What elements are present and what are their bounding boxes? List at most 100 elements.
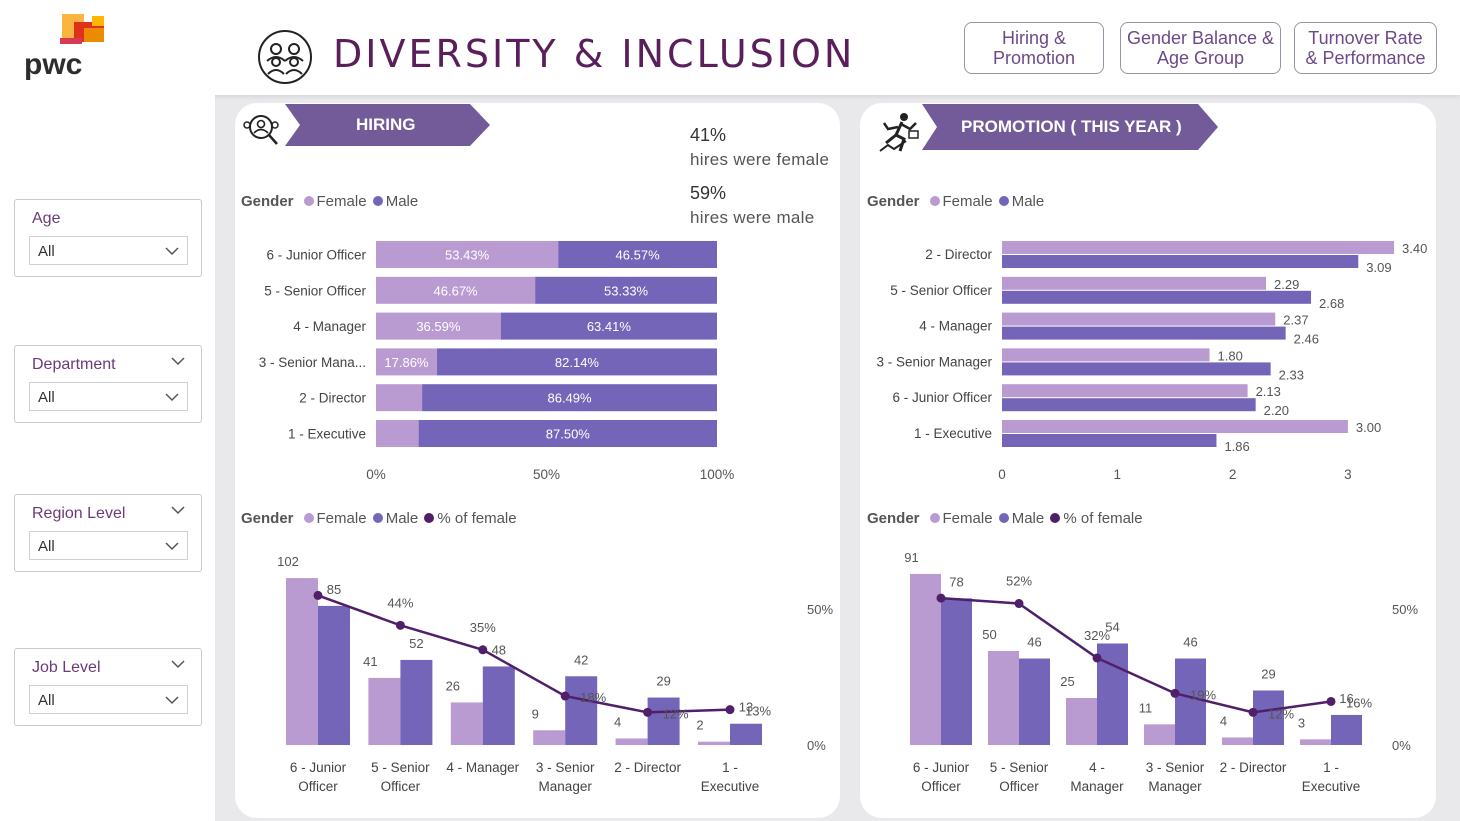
legend-pct-swatch bbox=[424, 513, 435, 523]
male-bar bbox=[558, 241, 717, 268]
x-tick-label: Officer bbox=[381, 779, 421, 794]
data-label: 46.67% bbox=[434, 283, 479, 298]
kpi-caption: hires were female bbox=[690, 150, 830, 169]
chevron-down-icon[interactable] bbox=[171, 503, 185, 517]
x-tick-label: 50% bbox=[533, 467, 560, 482]
nav-label-line1: Gender Balance & bbox=[1126, 28, 1275, 48]
region-level-dropdown[interactable]: All bbox=[29, 531, 188, 560]
nav-label-line2: & Performance bbox=[1305, 48, 1426, 68]
nav-hiring-promotion-button[interactable]: Hiring & Promotion bbox=[964, 22, 1104, 74]
category-label: 6 - Junior Officer bbox=[892, 390, 992, 405]
age-dropdown[interactable]: All bbox=[29, 236, 188, 265]
svg-text:pwc: pwc bbox=[24, 48, 82, 80]
male-bar bbox=[436, 348, 717, 376]
x-tick-label: Officer bbox=[298, 779, 338, 794]
pct-female-point bbox=[478, 645, 488, 655]
legend-female-swatch bbox=[929, 196, 940, 206]
data-label: 3.09 bbox=[1366, 260, 1391, 275]
legend-male: Male bbox=[385, 510, 419, 527]
data-label: 3.40 bbox=[1402, 241, 1427, 256]
category-label: 1 - Executive bbox=[914, 426, 992, 441]
promotion-combo-chart: 91 78 6 - Junior Officer 50 46 5 - Senior Offic… bbox=[904, 550, 1418, 794]
category-label: 3 - Senior Manager bbox=[876, 354, 992, 369]
department-dropdown[interactable]: All bbox=[29, 382, 188, 411]
x-tick-label: Manager bbox=[539, 779, 593, 794]
data-label: 26 bbox=[446, 678, 460, 693]
category-label: 5 - Senior Officer bbox=[890, 283, 992, 298]
data-label: 53.43% bbox=[445, 248, 490, 263]
kpi-value: 59% bbox=[690, 183, 727, 203]
pct-female-line bbox=[940, 596, 1332, 714]
legend-male-swatch bbox=[998, 513, 1009, 523]
male-bar bbox=[730, 723, 762, 745]
data-label: 53.33% bbox=[604, 283, 649, 298]
filter-label: Job Level bbox=[32, 659, 101, 676]
line-data-label: 52% bbox=[1006, 574, 1032, 589]
legend-female-swatch bbox=[303, 513, 314, 523]
promotion-bar-legend: Gender Female Male bbox=[867, 193, 1044, 210]
legend-male: Male bbox=[385, 193, 419, 210]
y2-tick-label: 50% bbox=[807, 602, 833, 617]
filter-department: Department All bbox=[14, 345, 202, 423]
male-bar bbox=[500, 312, 717, 340]
male-bar bbox=[318, 605, 350, 745]
line-data-label: 44% bbox=[387, 595, 413, 610]
nav-gender-balance-button[interactable]: Gender Balance & Age Group bbox=[1120, 22, 1281, 74]
data-label: 2.37 bbox=[1283, 313, 1308, 328]
data-label: 48 bbox=[492, 642, 506, 657]
line-data-label: 35% bbox=[470, 620, 496, 635]
page-title: DIVERSITY & INCLUSION bbox=[333, 32, 856, 76]
nav-turnover-button[interactable]: Turnover Rate & Performance bbox=[1294, 22, 1437, 74]
male-bar bbox=[1253, 690, 1284, 745]
category-label: 6 - Junior Officer bbox=[266, 248, 366, 263]
nav-label-line1: Hiring & bbox=[1001, 28, 1066, 48]
line-data-label: 32% bbox=[1084, 628, 1110, 643]
legend-title: Gender bbox=[241, 193, 294, 210]
data-label: 9 bbox=[532, 706, 539, 721]
data-label: 2.68 bbox=[1319, 296, 1344, 311]
male-bar bbox=[565, 676, 598, 745]
y2-tick-label: 50% bbox=[1392, 602, 1418, 617]
male-bar bbox=[482, 666, 515, 745]
female-bar bbox=[533, 730, 566, 745]
data-label: 82.14% bbox=[555, 355, 600, 370]
data-label: 86.49% bbox=[547, 391, 592, 406]
female-bar bbox=[376, 384, 423, 412]
data-label: 78 bbox=[949, 574, 963, 589]
data-label: 85 bbox=[327, 582, 341, 597]
dropdown-value: All bbox=[38, 538, 55, 555]
data-label: 2 bbox=[696, 718, 703, 733]
data-label: 2.46 bbox=[1294, 332, 1319, 347]
line-data-label: 12% bbox=[1268, 706, 1294, 721]
chevron-down-icon bbox=[165, 542, 179, 551]
top-bar: pwc DIVERSITY & INCLUSION Hiring & Promot… bbox=[0, 0, 1460, 95]
filter-job-level: Job Level All bbox=[14, 648, 202, 726]
x-tick-label: Executive bbox=[1302, 779, 1361, 794]
legend-title: Gender bbox=[241, 510, 294, 527]
data-label: 29 bbox=[656, 674, 670, 689]
legend-pct-swatch bbox=[1050, 513, 1061, 523]
chevron-down-icon[interactable] bbox=[171, 354, 185, 368]
male-bar bbox=[535, 276, 717, 304]
line-data-label: 19% bbox=[1190, 687, 1216, 702]
job-level-dropdown[interactable]: All bbox=[29, 685, 188, 714]
hiring-banner-title: HIRING bbox=[356, 115, 416, 134]
x-tick-label: 5 - Senior bbox=[990, 760, 1049, 775]
male-bar bbox=[1002, 434, 1217, 447]
legend-female: Female bbox=[942, 510, 993, 527]
category-label: 4 - Manager bbox=[293, 319, 366, 334]
promotion-banner-title: PROMOTION ( THIS YEAR ) bbox=[961, 117, 1182, 136]
data-label: 63.41% bbox=[587, 319, 632, 334]
chevron-down-icon[interactable] bbox=[171, 657, 185, 671]
legend-female-swatch bbox=[303, 196, 314, 206]
x-tick-label: Executive bbox=[701, 779, 760, 794]
pct-female-point bbox=[1092, 653, 1102, 663]
x-tick-label: 100% bbox=[700, 467, 735, 482]
filter-sidebar: Age All Department All Region Level All … bbox=[0, 95, 215, 821]
category-label: 3 - Senior Mana... bbox=[259, 355, 366, 370]
data-label: 11 bbox=[1139, 700, 1153, 715]
data-label: 16 bbox=[1339, 691, 1353, 706]
filter-region-level: Region Level All bbox=[14, 494, 202, 572]
data-label: 2.13 bbox=[1256, 384, 1281, 399]
line-data-label: 18% bbox=[580, 690, 606, 705]
